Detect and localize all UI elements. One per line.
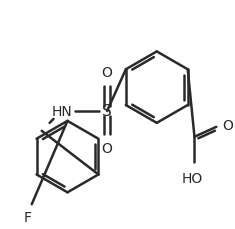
Text: O: O [102,141,113,155]
Text: S: S [102,104,112,119]
Text: HN: HN [51,104,72,118]
Text: O: O [102,66,113,80]
Text: F: F [24,210,32,224]
Text: O: O [222,118,233,132]
Text: HO: HO [182,172,203,186]
